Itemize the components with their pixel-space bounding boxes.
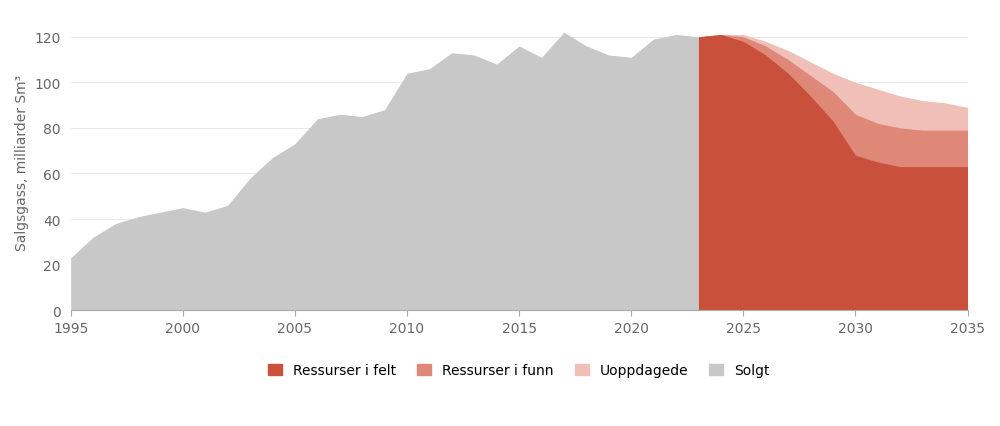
Y-axis label: Salgsgass, milliarder Sm³: Salgsgass, milliarder Sm³ <box>15 75 29 250</box>
Legend: Ressurser i felt, Ressurser i funn, Uoppdagede, Solgt: Ressurser i felt, Ressurser i funn, Uopp… <box>268 363 770 377</box>
